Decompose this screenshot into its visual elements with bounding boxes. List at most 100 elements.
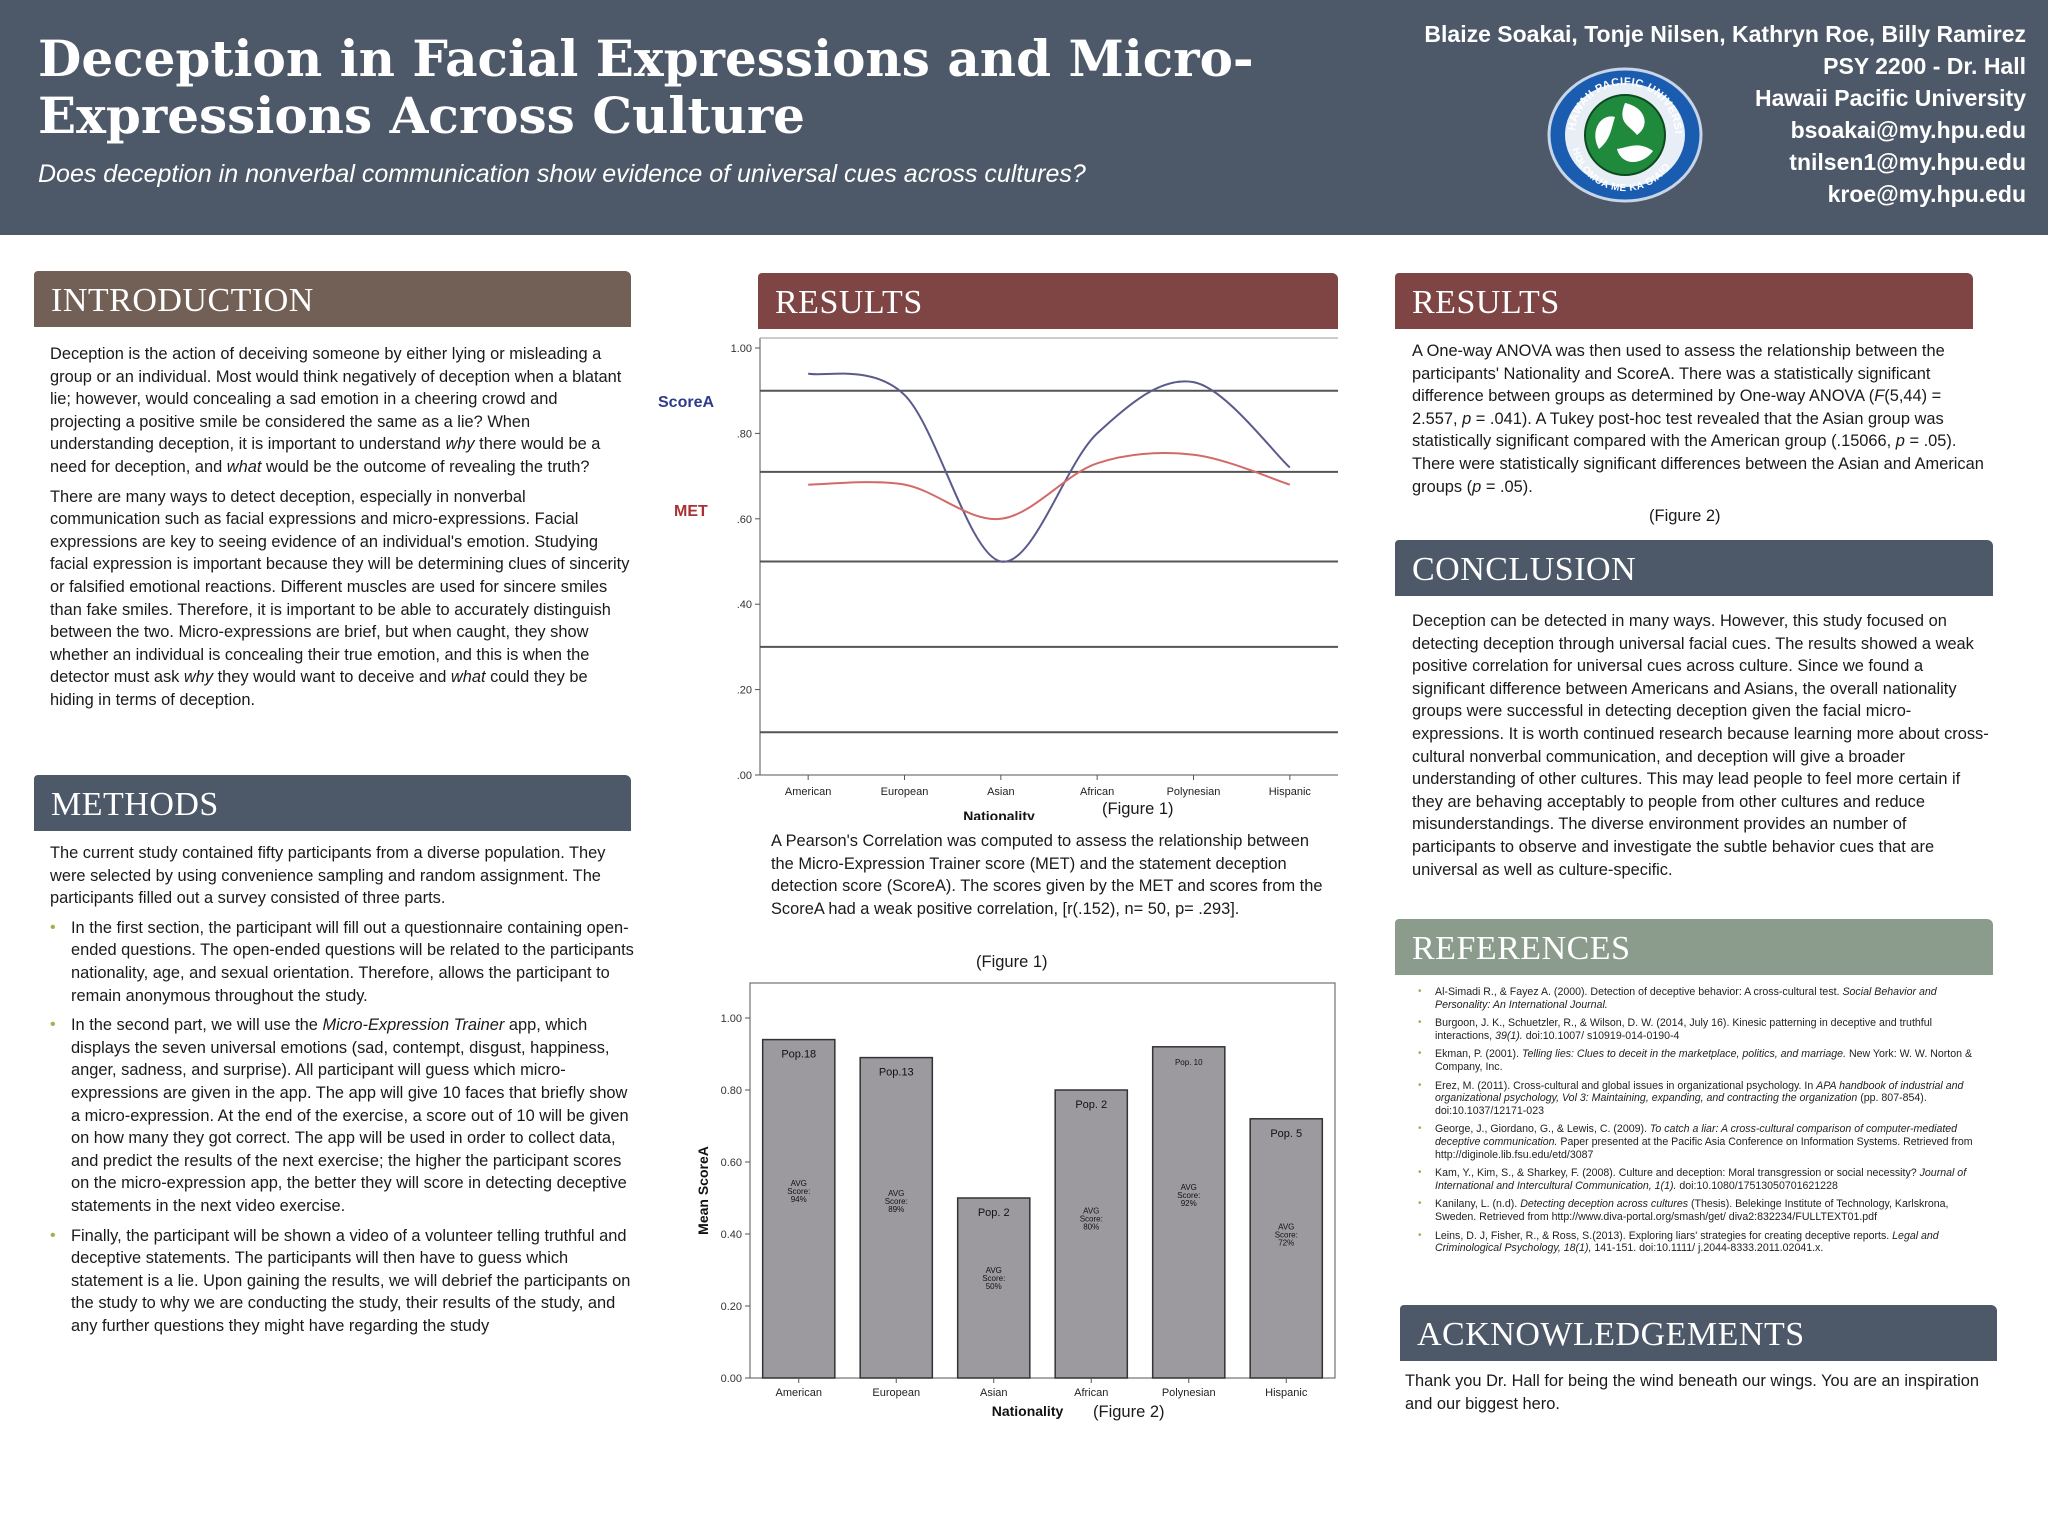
y-tick-label: 1.00	[721, 1013, 742, 1025]
bar-avg-label: 94%	[791, 1195, 807, 1204]
y-axis-title: Mean ScoreA	[695, 1146, 711, 1235]
introduction-paragraph: Deception is the action of deceiving som…	[50, 345, 622, 476]
bar-pop-label: Pop. 2	[1075, 1099, 1107, 1111]
y-tick-label: 1.00	[731, 343, 752, 355]
reference-item: George, J., Giordano, G., & Lewis, C. (2…	[1418, 1123, 1990, 1161]
poster-title: Deception in Facial Expressions and Micr…	[38, 29, 1254, 145]
bar-avg-label: AVG	[791, 1179, 807, 1188]
acknowledgements-heading: ACKNOWLEDGEMENTS	[1400, 1305, 1997, 1361]
figure-2-caption: (Figure 2)	[1093, 1403, 1165, 1421]
bar-hispanic	[1249, 1118, 1324, 1379]
bar-avg-label: AVG	[888, 1189, 904, 1198]
series-line-met	[808, 452, 1291, 520]
y-tick-label: .40	[737, 599, 752, 611]
bar-european	[859, 1056, 934, 1379]
x-tick-label: Asian	[980, 1387, 1008, 1399]
reference-item: Leins, D. J, Fisher, R., & Ross, S.(2013…	[1418, 1230, 1990, 1255]
y-tick-label: .00	[737, 770, 752, 782]
introduction-body: Deception is the action of deceiving som…	[50, 343, 630, 719]
plot-frame	[749, 982, 1336, 1379]
y-tick-label: 0.00	[721, 1373, 742, 1385]
methods-item: In the second part, we will use the Micr…	[50, 1014, 635, 1217]
methods-body: The current study contained fifty partic…	[50, 842, 635, 1344]
bar-pop-label: Pop. 10	[1175, 1058, 1203, 1067]
bar-avg-label: 89%	[888, 1205, 904, 1214]
results-mid-body: A Pearson's Correlation was computed to …	[771, 832, 1323, 918]
bar-pop-label: Pop.18	[781, 1049, 816, 1061]
bar-polynesian	[1151, 1046, 1226, 1379]
x-axis-title: Nationality	[992, 1403, 1064, 1419]
x-tick-label: Asian	[987, 786, 1015, 798]
figure-1-caption: (Figure 1)	[1102, 800, 1174, 818]
x-axis-title: Nationality	[963, 808, 1035, 820]
bar-american	[761, 1038, 836, 1379]
poster-subtitle: Does deception in nonverbal communicatio…	[38, 160, 1086, 188]
x-tick-label: American	[776, 1387, 822, 1399]
methods-intro: The current study contained fifty partic…	[50, 844, 606, 908]
y-tick-label: 0.20	[721, 1301, 742, 1313]
bar-avg-label: AVG	[1083, 1207, 1099, 1216]
email-link[interactable]: kroe@my.hpu.edu	[1827, 181, 2026, 207]
bar-avg-label: AVG	[986, 1266, 1002, 1275]
legend-scorea: ScoreA	[658, 394, 714, 411]
bar-avg-label: 92%	[1181, 1199, 1197, 1208]
methods-list: In the first section, the participant wi…	[50, 917, 635, 1338]
bar-avg-label: 80%	[1083, 1223, 1099, 1232]
y-tick-label: 0.40	[721, 1229, 742, 1241]
x-tick-label: Polynesian	[1162, 1387, 1216, 1399]
bar-avg-label: Score:	[885, 1197, 908, 1206]
x-tick-label: African	[1074, 1387, 1108, 1399]
introduction-paragraph: There are many ways to detect deception,…	[50, 487, 630, 709]
x-tick-label: Polynesian	[1167, 786, 1221, 798]
y-tick-label: .20	[737, 685, 752, 697]
references-heading: REFERENCES	[1395, 919, 1993, 975]
y-tick-label: 0.60	[721, 1157, 742, 1169]
bar-avg-label: Score:	[982, 1274, 1005, 1283]
methods-item: In the first section, the participant wi…	[50, 917, 635, 1007]
methods-item: Finally, the participant will be shown a…	[50, 1225, 635, 1338]
x-tick-label: Hispanic	[1265, 1387, 1308, 1399]
introduction-heading: INTRODUCTION	[34, 271, 631, 327]
reference-item: Kam, Y., Kim, S., & Sharkey, F. (2008). …	[1418, 1167, 1990, 1192]
reference-item: Erez, M. (2011). Cross-cultural and glob…	[1418, 1080, 1990, 1118]
y-tick-label: .80	[737, 428, 752, 440]
bar-avg-label: AVG	[1181, 1183, 1197, 1192]
bar-pop-label: Pop.13	[879, 1067, 914, 1079]
figure-1-reference: (Figure 1)	[976, 953, 1048, 971]
poster-header: Deception in Facial Expressions and Micr…	[0, 0, 2048, 235]
reference-item: Burgoon, J. K., Schuetzler, R., & Wilson…	[1418, 1017, 1990, 1042]
x-tick-label: Hispanic	[1269, 786, 1312, 798]
figure-2-reference: (Figure 2)	[1649, 507, 1721, 525]
x-tick-label: African	[1080, 786, 1114, 798]
methods-heading: METHODS	[34, 775, 631, 831]
university-line: Hawaii Pacific University	[1754, 85, 2026, 111]
author-names: Blaize Soakai, Tonje Nilsen, Kathryn Roe…	[1424, 21, 2026, 47]
bar-avg-label: Score:	[1080, 1215, 1103, 1224]
bar-pop-label: Pop. 2	[978, 1207, 1010, 1219]
conclusion-heading: CONCLUSION	[1395, 540, 1993, 596]
x-tick-label: European	[872, 1387, 920, 1399]
university-logo: HAWAII PACIFIC UNIVERSITY HOLOMUA ME KA …	[1545, 65, 1703, 203]
series-line-scorea	[807, 372, 1291, 563]
bar-avg-label: 72%	[1278, 1238, 1294, 1247]
bar-avg-label: 50%	[986, 1282, 1002, 1291]
results-heading: RESULTS	[758, 273, 1338, 329]
x-tick-label: American	[785, 786, 831, 798]
conclusion-body: Deception can be detected in many ways. …	[1412, 612, 1989, 879]
course-line: PSY 2200 - Dr. Hall	[1823, 53, 2026, 79]
email-link[interactable]: bsoakai@my.hpu.edu	[1790, 117, 2026, 143]
bar-avg-label: AVG	[1278, 1222, 1294, 1231]
references-list: Al-Simadi R., & Fayez A. (2000). Detecti…	[1418, 986, 1990, 1261]
reference-item: Ekman, P. (2001). Telling lies: Clues to…	[1418, 1048, 1990, 1073]
bar-avg-label: Score:	[787, 1187, 810, 1196]
bar-african	[1054, 1089, 1129, 1379]
email-link[interactable]: tnilsen1@my.hpu.edu	[1789, 149, 2026, 175]
author-block: Blaize Soakai, Tonje Nilsen, Kathryn Roe…	[1424, 18, 2026, 210]
results-heading-right: RESULTS	[1395, 273, 1973, 329]
x-tick-label: European	[881, 786, 929, 798]
y-tick-label: 0.80	[721, 1085, 742, 1097]
bar-pop-label: Pop. 5	[1270, 1128, 1302, 1140]
legend-met: MET	[674, 503, 708, 520]
reference-item: Kanilany, L. (n.d). Detecting deception …	[1418, 1198, 1990, 1223]
results-right-body: A One-way ANOVA was then used to assess …	[1412, 342, 1984, 496]
